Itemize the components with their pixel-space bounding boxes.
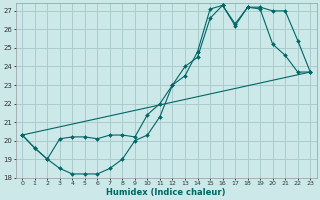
X-axis label: Humidex (Indice chaleur): Humidex (Indice chaleur) xyxy=(107,188,226,197)
